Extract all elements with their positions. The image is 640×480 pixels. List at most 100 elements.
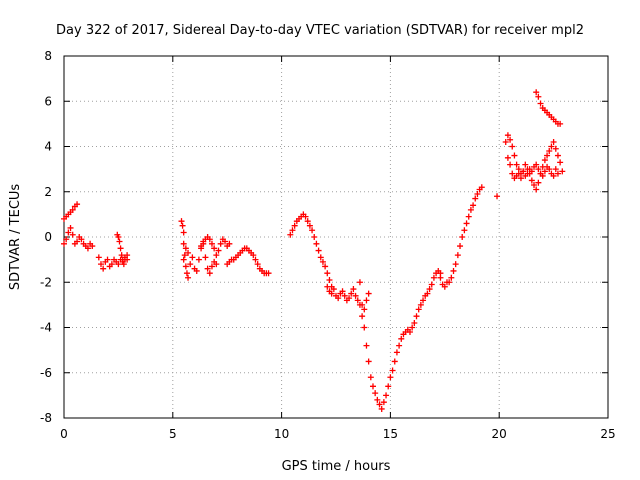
data-point: [180, 256, 187, 263]
data-point: [531, 181, 538, 188]
data-point: [217, 240, 224, 247]
data-point: [213, 261, 220, 268]
data-point: [557, 159, 564, 166]
data-point: [181, 252, 188, 259]
data-point: [424, 290, 431, 297]
y-tick-label: 8: [44, 49, 52, 63]
data-point: [504, 154, 511, 161]
data-point: [356, 279, 363, 286]
data-point: [465, 213, 472, 220]
y-tick-label: -2: [40, 275, 52, 289]
data-point: [322, 263, 329, 270]
x-tick-label: 15: [383, 427, 398, 441]
x-tick-label: 25: [600, 427, 615, 441]
data-point: [535, 179, 542, 186]
series-seg-k: [356, 267, 444, 412]
data-point: [387, 374, 394, 381]
data-point: [179, 222, 186, 229]
data-point: [74, 238, 81, 245]
data-point: [426, 286, 433, 293]
series-seg-n: [502, 132, 566, 193]
data-point: [391, 358, 398, 365]
data-point: [363, 297, 370, 304]
data-point: [356, 301, 363, 308]
data-point: [226, 240, 233, 247]
y-axis-label: SDTVAR / TECUs: [8, 184, 23, 291]
chart-title: Day 322 of 2017, Sidereal Day-to-day VTE…: [56, 23, 584, 38]
data-point: [180, 229, 187, 236]
data-point: [352, 292, 359, 299]
data-point: [546, 148, 553, 155]
data-point: [182, 263, 189, 270]
data-point: [124, 252, 131, 259]
data-point: [459, 234, 466, 240]
y-tick-label: 2: [44, 185, 52, 199]
series-seg-l: [437, 184, 485, 290]
y-tick-label: -8: [40, 411, 52, 425]
data-point: [533, 89, 540, 96]
data-point: [222, 238, 229, 245]
data-point: [513, 172, 520, 179]
data-point: [350, 286, 357, 293]
data-point: [411, 319, 418, 326]
y-tick-label: 0: [44, 230, 52, 244]
data-point: [95, 254, 102, 261]
data-point: [108, 261, 115, 268]
data-point: [317, 254, 324, 261]
data-point: [208, 263, 215, 270]
data-point: [522, 161, 529, 168]
data-point: [311, 234, 318, 240]
data-point: [559, 168, 566, 175]
data-point: [428, 281, 435, 288]
data-point: [287, 231, 294, 238]
data-point: [509, 143, 516, 150]
data-point: [550, 172, 557, 179]
data-point: [67, 224, 74, 231]
data-point: [520, 168, 527, 175]
data-point: [206, 236, 213, 243]
data-point: [502, 138, 509, 145]
data-point: [69, 206, 76, 213]
data-point: [89, 243, 96, 250]
data-point: [472, 195, 479, 202]
data-point: [202, 254, 209, 261]
data-point: [326, 276, 333, 283]
data-point: [389, 367, 396, 374]
data-point: [63, 236, 70, 243]
data-point: [339, 288, 346, 295]
series-seg-o: [504, 154, 561, 182]
data-point: [304, 218, 311, 225]
data-point: [467, 206, 474, 213]
data-point: [509, 170, 516, 177]
data-point: [398, 335, 405, 342]
data-point: [378, 405, 385, 412]
y-tick-label: -4: [40, 321, 52, 335]
data-point: [361, 324, 368, 331]
data-point: [115, 261, 122, 268]
data-point: [406, 329, 413, 336]
series-seg-d: [114, 231, 131, 268]
data-point: [376, 401, 383, 408]
data-point: [511, 152, 518, 159]
series-seg-m: [494, 193, 501, 200]
data-point: [187, 261, 194, 268]
y-tick-label: 4: [44, 140, 52, 154]
data-point: [541, 168, 548, 175]
data-point: [546, 166, 553, 173]
data-point: [121, 256, 128, 263]
data-point: [420, 297, 427, 304]
data-point: [535, 93, 542, 100]
series-seg-g: [198, 234, 233, 259]
data-point: [116, 238, 123, 245]
data-point: [178, 218, 185, 225]
series-seg-a: [61, 201, 81, 222]
series-seg-e: [178, 218, 192, 281]
data-point: [470, 202, 477, 209]
data-point: [182, 245, 189, 252]
x-tick-label: 0: [60, 427, 68, 441]
data-point: [180, 240, 187, 247]
data-point: [374, 396, 381, 403]
data-point: [335, 295, 342, 302]
data-point: [319, 258, 326, 265]
axis-ticks: 0 5 10 15 20 25 -8 -6 -4 -2 0 2 4 6 8: [40, 49, 616, 441]
